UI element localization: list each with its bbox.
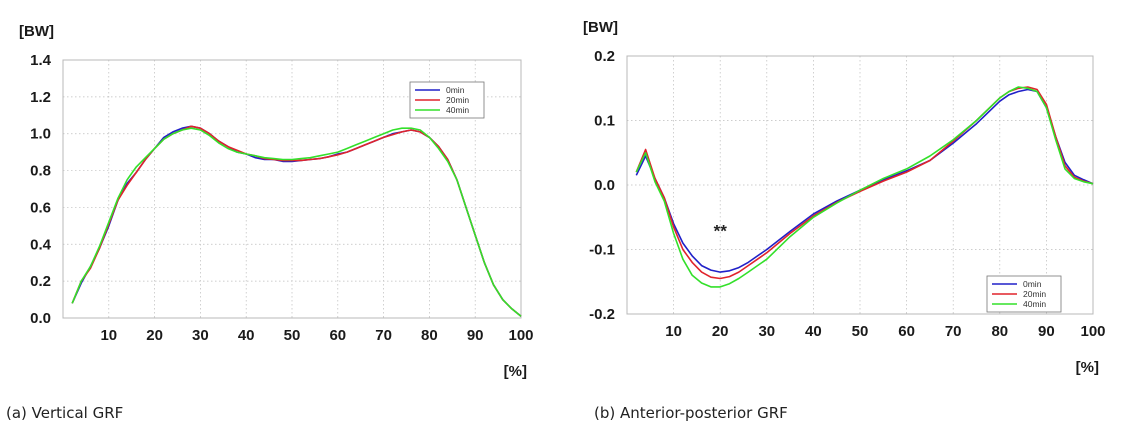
caption-vertical-grf: (a) Vertical GRF	[6, 404, 124, 422]
x-axis-unit: [%]	[504, 363, 527, 380]
y-tick-label: 0.1	[594, 113, 615, 130]
y-axis-unit: [BW]	[583, 19, 618, 36]
series-line-40min	[71, 127, 522, 317]
x-tick-label: 80	[421, 327, 438, 344]
x-tick-label: 70	[945, 323, 962, 340]
x-tick-label: 50	[284, 327, 301, 344]
y-tick-label: -0.1	[589, 242, 615, 259]
y-tick-label: 0.4	[30, 236, 52, 253]
y-tick-label: 0.2	[30, 273, 51, 290]
x-tick-label: 10	[665, 323, 682, 340]
series-line-40min	[635, 86, 1094, 288]
y-tick-label: 0.2	[594, 48, 615, 65]
vertical-grf-plot: [BW] 0.0 0.2 0.4 0.6 0.8 1.0 1.2 1.4 10 20 30 40 50 60…	[19, 23, 534, 380]
x-tick-label: 10	[100, 327, 117, 344]
x-tick-label: 90	[1038, 323, 1055, 340]
x-tick-label: 70	[375, 327, 392, 344]
y-tick-label: 0.0	[30, 310, 51, 327]
legend-label-40min: 40min	[446, 105, 469, 115]
y-tick-label: -0.2	[589, 306, 615, 323]
plot-frame	[626, 55, 1094, 315]
series-line-20min	[71, 125, 522, 317]
x-tick-label: 20	[146, 327, 163, 344]
x-tick-label: 90	[467, 327, 484, 344]
anterior-posterior-grf-chart: [BW] -0.2 -0.1 0.0 0.1 0.2 10 20 30 40 50 60 70 80 90 1…	[565, 0, 1125, 443]
series-line-0min	[71, 125, 522, 317]
y-tick-label: 0.6	[30, 199, 51, 216]
x-tick-label: 100	[1080, 323, 1105, 340]
x-axis-unit: [%]	[1076, 359, 1099, 376]
legend-label-20min: 20min	[1023, 289, 1046, 299]
x-tick-label: 30	[192, 327, 209, 344]
legend-box	[409, 81, 485, 119]
x-tick-label: 30	[758, 323, 775, 340]
y-tick-label: 1.2	[30, 89, 51, 106]
x-tick-label: 20	[712, 323, 729, 340]
x-tick-label: 50	[852, 323, 869, 340]
y-tick-label: 1.4	[30, 52, 52, 69]
x-tick-label: 60	[329, 327, 346, 344]
x-tick-label: 40	[238, 327, 255, 344]
x-tick-label: 80	[991, 323, 1008, 340]
caption-anterior-posterior-grf: (b) Anterior-posterior GRF	[594, 404, 788, 422]
legend-label-20min: 20min	[446, 95, 469, 105]
legend-label-0min: 0min	[446, 85, 465, 95]
significance-annotation: **	[714, 222, 728, 241]
y-tick-label: 0.0	[594, 177, 615, 194]
y-tick-label: 0.8	[30, 163, 51, 180]
vertical-grf-chart: [BW] 0.0 0.2 0.4 0.6 0.8 1.0 1.2 1.4 10 20 30 40 50 60…	[0, 0, 560, 443]
x-tick-label: 40	[805, 323, 822, 340]
x-tick-label: 60	[898, 323, 915, 340]
legend-label-40min: 40min	[1023, 299, 1046, 309]
anterior-posterior-grf-plot: [BW] -0.2 -0.1 0.0 0.1 0.2 10 20 30 40 50 60 70 80 90 1…	[583, 19, 1106, 376]
legend-label-0min: 0min	[1023, 279, 1042, 289]
y-axis-unit: [BW]	[19, 23, 54, 40]
y-tick-label: 1.0	[30, 126, 51, 143]
x-tick-label: 100	[508, 327, 533, 344]
series-line-0min	[635, 88, 1094, 273]
plot-frame	[62, 59, 522, 319]
